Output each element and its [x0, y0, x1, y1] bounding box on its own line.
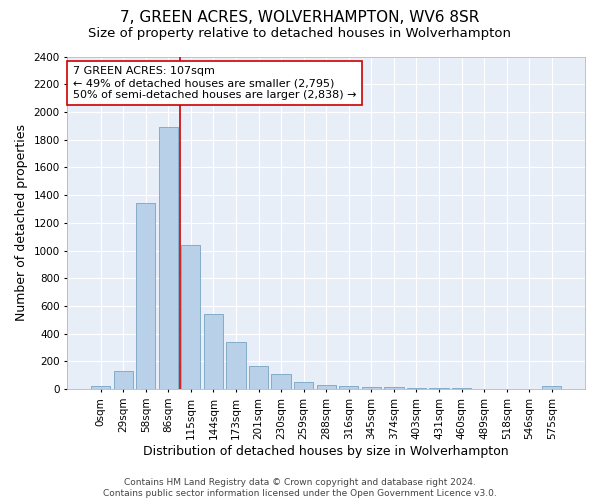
Bar	[407, 388, 426, 389]
Bar	[294, 382, 313, 389]
Bar	[113, 371, 133, 389]
Y-axis label: Number of detached properties: Number of detached properties	[15, 124, 28, 322]
Bar	[475, 388, 494, 389]
Bar	[158, 127, 178, 389]
Text: 7, GREEN ACRES, WOLVERHAMPTON, WV6 8SR: 7, GREEN ACRES, WOLVERHAMPTON, WV6 8SR	[121, 10, 479, 25]
X-axis label: Distribution of detached houses by size in Wolverhampton: Distribution of detached houses by size …	[143, 444, 509, 458]
Bar	[136, 204, 155, 389]
Bar	[542, 386, 562, 389]
Bar	[385, 387, 404, 389]
Bar	[452, 388, 471, 389]
Bar	[91, 386, 110, 389]
Bar	[204, 314, 223, 389]
Bar	[339, 386, 358, 389]
Bar	[249, 366, 268, 389]
Bar	[226, 342, 245, 389]
Text: Contains HM Land Registry data © Crown copyright and database right 2024.
Contai: Contains HM Land Registry data © Crown c…	[103, 478, 497, 498]
Bar	[271, 374, 290, 389]
Bar	[317, 385, 336, 389]
Text: 7 GREEN ACRES: 107sqm
← 49% of detached houses are smaller (2,795)
50% of semi-d: 7 GREEN ACRES: 107sqm ← 49% of detached …	[73, 66, 356, 100]
Bar	[362, 386, 381, 389]
Bar	[181, 245, 200, 389]
Text: Size of property relative to detached houses in Wolverhampton: Size of property relative to detached ho…	[89, 28, 511, 40]
Bar	[430, 388, 449, 389]
